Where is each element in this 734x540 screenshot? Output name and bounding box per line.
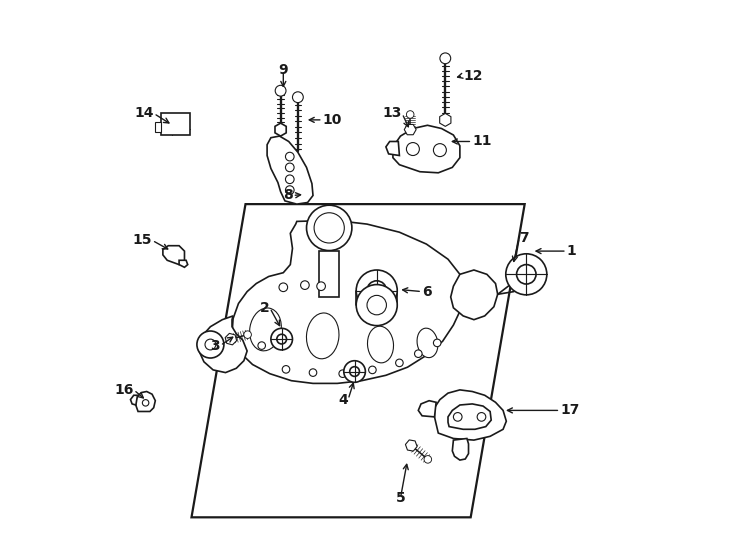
Polygon shape	[135, 392, 156, 411]
Text: 17: 17	[560, 403, 580, 417]
Circle shape	[286, 152, 294, 161]
Ellipse shape	[417, 328, 438, 357]
Circle shape	[286, 175, 294, 184]
Polygon shape	[435, 390, 506, 440]
Bar	[156, 122, 161, 132]
Polygon shape	[452, 438, 468, 460]
Ellipse shape	[368, 326, 393, 363]
Circle shape	[367, 295, 386, 315]
Text: 2: 2	[260, 301, 270, 315]
Text: 4: 4	[338, 393, 348, 407]
Circle shape	[433, 339, 441, 347]
Circle shape	[275, 85, 286, 96]
Polygon shape	[232, 220, 464, 383]
Circle shape	[271, 328, 292, 350]
Polygon shape	[404, 124, 416, 135]
Circle shape	[477, 413, 486, 421]
Polygon shape	[225, 333, 236, 345]
Circle shape	[279, 283, 288, 292]
Circle shape	[197, 331, 224, 358]
Circle shape	[356, 270, 397, 311]
Text: 7: 7	[519, 231, 529, 245]
Text: 8: 8	[283, 188, 292, 202]
Circle shape	[277, 334, 286, 344]
Text: 11: 11	[472, 134, 492, 149]
Circle shape	[307, 205, 352, 251]
Circle shape	[368, 366, 377, 374]
Polygon shape	[179, 260, 188, 267]
Circle shape	[356, 285, 397, 326]
Circle shape	[258, 342, 266, 349]
Circle shape	[407, 143, 419, 156]
Circle shape	[344, 361, 366, 382]
Circle shape	[407, 111, 414, 118]
Circle shape	[506, 254, 547, 295]
Text: 12: 12	[463, 69, 483, 83]
Text: 6: 6	[422, 285, 432, 299]
Circle shape	[286, 186, 294, 194]
Circle shape	[440, 53, 451, 64]
Circle shape	[205, 339, 216, 350]
Polygon shape	[275, 123, 286, 136]
Ellipse shape	[250, 308, 281, 351]
Polygon shape	[405, 440, 417, 451]
Text: 5: 5	[396, 491, 405, 505]
Text: 1: 1	[567, 244, 576, 258]
Circle shape	[142, 400, 149, 406]
Polygon shape	[319, 251, 339, 297]
Polygon shape	[418, 401, 436, 417]
Text: 15: 15	[133, 233, 152, 247]
Polygon shape	[448, 404, 491, 429]
Circle shape	[424, 456, 432, 463]
Circle shape	[433, 144, 446, 157]
Circle shape	[517, 265, 536, 284]
Circle shape	[301, 281, 309, 289]
Polygon shape	[131, 395, 137, 405]
Circle shape	[367, 281, 386, 300]
Text: 13: 13	[382, 106, 402, 120]
Circle shape	[244, 331, 251, 339]
Circle shape	[314, 213, 344, 243]
Polygon shape	[451, 270, 498, 320]
Circle shape	[339, 370, 346, 377]
Text: 16: 16	[115, 383, 134, 397]
Polygon shape	[192, 204, 525, 517]
Ellipse shape	[307, 313, 339, 359]
Bar	[161, 113, 190, 135]
Circle shape	[292, 92, 303, 103]
Polygon shape	[267, 136, 313, 204]
Text: 10: 10	[323, 113, 342, 127]
Text: 9: 9	[278, 63, 288, 77]
Polygon shape	[440, 113, 451, 126]
Polygon shape	[198, 316, 247, 373]
Circle shape	[317, 282, 325, 291]
Circle shape	[286, 163, 294, 172]
Polygon shape	[393, 125, 460, 173]
Circle shape	[415, 350, 422, 357]
Text: 3: 3	[211, 339, 220, 353]
Polygon shape	[163, 246, 184, 265]
Circle shape	[454, 413, 462, 421]
Circle shape	[309, 369, 317, 376]
Text: 14: 14	[134, 106, 153, 120]
Circle shape	[396, 359, 403, 367]
Polygon shape	[386, 141, 399, 156]
Circle shape	[349, 367, 360, 376]
Circle shape	[282, 366, 290, 373]
